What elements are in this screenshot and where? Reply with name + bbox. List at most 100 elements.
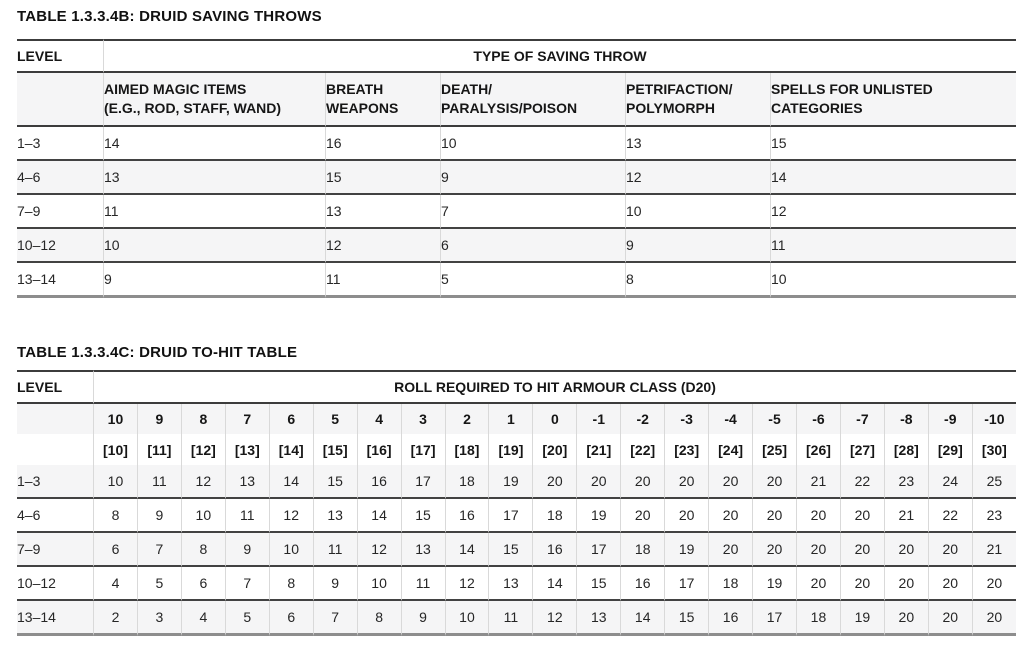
to-hit-value: 9 xyxy=(400,601,445,636)
to-hit-value: 7 xyxy=(136,533,181,567)
to-hit-value: 20 xyxy=(927,601,972,636)
column-header-line: SPELLS FOR UNLISTED xyxy=(771,81,933,97)
to-hit-value: 19 xyxy=(576,499,621,533)
armour-class-bracketed-header: [20] xyxy=(532,434,577,465)
to-hit-value: 9 xyxy=(224,533,269,567)
level-cell: 4–6 xyxy=(17,161,103,195)
to-hit-value: 16 xyxy=(620,567,665,601)
to-hit-value: 20 xyxy=(708,499,753,533)
to-hit-value: 19 xyxy=(664,533,709,567)
to-hit-value: 20 xyxy=(927,567,972,601)
column-header-line: BREATH xyxy=(326,81,384,97)
to-hit-value: 12 xyxy=(180,465,225,499)
to-hit-value: 14 xyxy=(444,533,489,567)
to-hit-value: 15 xyxy=(400,499,445,533)
armour-class-header: 1 xyxy=(488,404,533,434)
saving-throw-value: 10 xyxy=(770,263,1017,298)
to-hit-value: 3 xyxy=(136,601,181,636)
armour-class-bracketed-header: [17] xyxy=(400,434,445,465)
level-cell: 1–3 xyxy=(17,127,103,161)
to-hit-value: 19 xyxy=(752,567,796,601)
armour-class-bracketed-header: [30] xyxy=(971,434,1016,465)
table-row: 7–9 6 7 8 9 10 11 12 13 14 15 16 17 18 19 20 20 20 20 20 20 2… xyxy=(17,533,1016,567)
armour-class-bracketed-header: [19] xyxy=(488,434,533,465)
to-hit-value: 22 xyxy=(839,465,884,499)
to-hit-value: 15 xyxy=(312,465,357,499)
table-row: 10–12 10 12 6 9 11 xyxy=(17,229,1017,263)
armour-class-bracketed-header: [18] xyxy=(444,434,489,465)
level-cell: 10–12 xyxy=(17,229,103,263)
armour-class-header: 9 xyxy=(136,404,181,434)
table-row: 7–9 11 13 7 10 12 xyxy=(17,195,1017,229)
to-hit-value: 20 xyxy=(664,465,709,499)
to-hit-table-header: LEVEL ROLL REQUIRED TO HIT ARMOUR CLASS … xyxy=(17,370,1016,465)
to-hit-value: 13 xyxy=(312,499,357,533)
armour-class-header: -4 xyxy=(708,404,753,434)
to-hit-value: 17 xyxy=(664,567,709,601)
to-hit-value: 7 xyxy=(312,601,357,636)
to-hit-value: 8 xyxy=(356,601,401,636)
to-hit-value: 9 xyxy=(136,499,181,533)
to-hit-value: 11 xyxy=(312,533,357,567)
saving-throw-value: 6 xyxy=(440,229,625,263)
to-hit-value: 20 xyxy=(796,499,840,533)
to-hit-value: 14 xyxy=(268,465,313,499)
to-hit-value: 10 xyxy=(180,499,225,533)
to-hit-value: 12 xyxy=(532,601,577,636)
to-hit-value: 16 xyxy=(356,465,401,499)
armour-class-header: -10 xyxy=(971,404,1016,434)
to-hit-value: 20 xyxy=(796,533,840,567)
armour-class-header: 7 xyxy=(224,404,269,434)
to-hit-value: 23 xyxy=(971,499,1016,533)
to-hit-value: 2 xyxy=(93,601,137,636)
saving-throw-value: 15 xyxy=(770,127,1017,161)
to-hit-value: 6 xyxy=(180,567,225,601)
to-hit-value: 20 xyxy=(839,499,884,533)
saving-throw-value: 9 xyxy=(625,229,770,263)
header-subcolumn-row: AIMED MAGIC ITEMS (E.G., ROD, STAFF, WAND… xyxy=(17,73,1017,127)
to-hit-value: 11 xyxy=(400,567,445,601)
to-hit-value: 16 xyxy=(708,601,753,636)
table-1-title: TABLE 1.3.3.4B: DRUID SAVING THROWS xyxy=(17,8,322,25)
to-hit-value: 20 xyxy=(883,533,928,567)
saving-throw-value: 9 xyxy=(440,161,625,195)
to-hit-value: 18 xyxy=(532,499,577,533)
to-hit-value: 18 xyxy=(796,601,840,636)
to-hit-value: 20 xyxy=(620,499,665,533)
armour-class-bracketed-header: [29] xyxy=(927,434,972,465)
armour-class-header: -8 xyxy=(883,404,928,434)
saving-throw-value: 12 xyxy=(625,161,770,195)
saving-throw-type-group-header: TYPE OF SAVING THROW xyxy=(103,39,1017,73)
to-hit-value: 7 xyxy=(224,567,269,601)
saving-throw-value: 9 xyxy=(103,263,325,298)
to-hit-value: 15 xyxy=(664,601,709,636)
to-hit-value: 11 xyxy=(488,601,533,636)
armour-class-bracketed-header: [11] xyxy=(136,434,181,465)
to-hit-value: 10 xyxy=(356,567,401,601)
armour-class-header: 8 xyxy=(180,404,225,434)
to-hit-value: 25 xyxy=(971,465,1016,499)
to-hit-value: 17 xyxy=(752,601,796,636)
column-header-line: WEAPONS xyxy=(326,100,399,116)
armour-class-bracketed-header: [23] xyxy=(664,434,709,465)
armour-class-bracketed-header: [27] xyxy=(839,434,884,465)
to-hit-table-body: 1–3 10 11 12 13 14 15 16 17 18 19 20 20 20 20 20 20 21 22 2… xyxy=(17,465,1016,636)
column-header-line: CATEGORIES xyxy=(771,100,863,116)
level-cell: 4–6 xyxy=(17,499,93,533)
saving-throw-value: 10 xyxy=(440,127,625,161)
to-hit-value: 20 xyxy=(796,567,840,601)
level-cell: 7–9 xyxy=(17,533,93,567)
to-hit-value: 12 xyxy=(356,533,401,567)
to-hit-value: 20 xyxy=(883,567,928,601)
to-hit-value: 20 xyxy=(839,533,884,567)
to-hit-value: 8 xyxy=(93,499,137,533)
saving-throw-value: 13 xyxy=(625,127,770,161)
to-hit-value: 6 xyxy=(93,533,137,567)
empty-corner-cell xyxy=(17,73,103,127)
to-hit-value: 13 xyxy=(576,601,621,636)
armour-class-bracketed-row: [10] [11] [12] [13] [14] [15] [16] [17] [18] [19]… xyxy=(17,434,1016,465)
saving-throw-value: 10 xyxy=(625,195,770,229)
armour-class-bracketed-header: [13] xyxy=(224,434,269,465)
to-hit-value: 14 xyxy=(620,601,665,636)
saving-throw-value: 7 xyxy=(440,195,625,229)
